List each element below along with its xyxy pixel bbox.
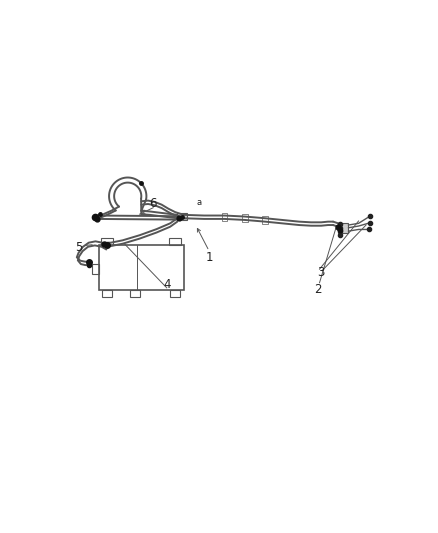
Bar (170, 289, 180, 297)
Bar (92, 264, 99, 274)
Text: 5: 5 (75, 240, 83, 254)
Text: 1: 1 (205, 251, 213, 264)
Text: a: a (197, 198, 201, 207)
Text: 6: 6 (149, 197, 157, 210)
Bar (99, 245, 184, 289)
Text: 2: 2 (314, 283, 321, 296)
Bar (222, 213, 227, 221)
Bar (101, 238, 113, 245)
Text: 4: 4 (163, 278, 170, 291)
Bar (130, 289, 141, 297)
Bar (262, 216, 268, 224)
Bar (177, 213, 187, 220)
Bar (338, 223, 348, 233)
Text: 3: 3 (318, 266, 325, 279)
Bar (242, 214, 247, 222)
Bar (169, 238, 181, 245)
Bar (102, 289, 113, 297)
